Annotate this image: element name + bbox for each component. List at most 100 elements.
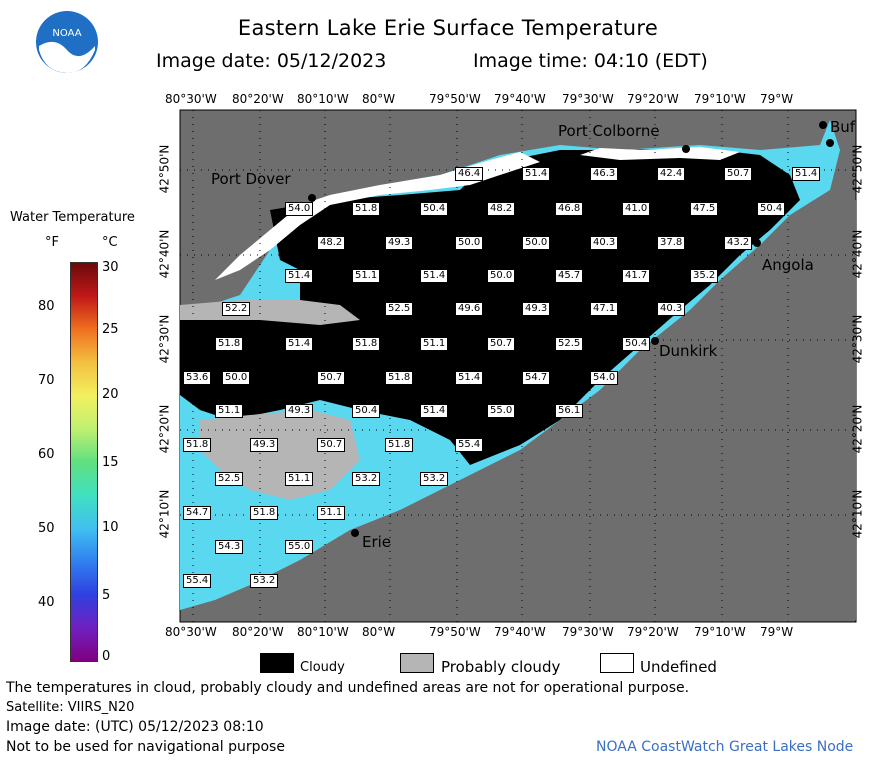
probably-cloudy-label: Probably cloudy: [441, 658, 561, 676]
temp-label: 40.3: [590, 236, 619, 250]
temp-label: 55.4: [183, 574, 212, 588]
legend-c-tick: 20: [102, 387, 119, 402]
image-date: Image date: 05/12/2023: [156, 50, 387, 72]
top-lon-tick: 80°10'W: [297, 92, 349, 106]
city-dots: [308, 121, 834, 537]
temp-label: 50.7: [724, 167, 753, 181]
legend-c-tick: 10: [102, 520, 119, 535]
top-lon-tick: 79°30'W: [562, 92, 614, 106]
temp-label: 51.4: [792, 167, 821, 181]
temp-label: 50.4: [622, 337, 651, 351]
note-navigation: Not to be used for navigational purpose: [6, 739, 285, 755]
bottom-lon-tick: 79°30'W: [562, 625, 614, 639]
place-buffalo: Buf: [830, 118, 856, 136]
lat-tick: 42°30'N: [157, 314, 172, 364]
temp-label: 46.3: [590, 167, 619, 181]
temp-label: 51.1: [352, 269, 381, 283]
top-lon-tick: 80°W: [362, 92, 396, 106]
undefined-area-2: [580, 147, 740, 160]
temp-label: 52.5: [555, 337, 584, 351]
legend-c-tick: 0: [102, 649, 111, 664]
temp-label: 46.4: [455, 167, 484, 181]
lat-tick: 42°30'N: [850, 314, 865, 364]
temp-label: 50.7: [317, 371, 346, 385]
top-lon-tick: 79°40'W: [494, 92, 546, 106]
place-dunkirk: Dunkirk: [659, 342, 718, 360]
temp-label: 51.4: [285, 337, 314, 351]
top-lon-tick: 79°50'W: [429, 92, 481, 106]
temp-label: 52.5: [215, 472, 244, 486]
bottom-lon-tick: 80°10'W: [297, 625, 349, 639]
temp-label: 51.8: [250, 506, 279, 520]
place-port-colborne: Port Colborne: [558, 122, 660, 140]
top-lon-tick: 80°20'W: [232, 92, 284, 106]
temp-label: 51.1: [420, 337, 449, 351]
bottom-lon-tick: 79°10'W: [694, 625, 746, 639]
bottom-lon-tick: 79°20'W: [627, 625, 679, 639]
lat-tick: 42°40'N: [850, 229, 865, 279]
temp-label: 49.6: [455, 302, 484, 316]
lat-tick: 42°50'N: [850, 144, 865, 194]
image-time: Image time: 04:10 (EDT): [473, 50, 708, 72]
bottom-lon-tick: 79°40'W: [494, 625, 546, 639]
temp-label: 37.8: [657, 236, 686, 250]
color-bar: [70, 262, 98, 662]
temp-label: 40.3: [657, 302, 686, 316]
cloudy-label: Cloudy: [300, 660, 345, 675]
temp-label: 49.3: [250, 438, 279, 452]
temp-label: 42.4: [657, 167, 686, 181]
temp-label: 50.4: [420, 202, 449, 216]
undefined-label: Undefined: [640, 658, 717, 676]
temp-label: 51.4: [420, 404, 449, 418]
temp-label: 52.5: [385, 302, 414, 316]
temp-label: 50.0: [522, 236, 551, 250]
probably-cloudy-swatch: [400, 653, 434, 673]
temp-label: 51.1: [215, 404, 244, 418]
temp-label: 54.0: [285, 202, 314, 216]
temp-label: 51.4: [420, 269, 449, 283]
temp-label: 47.1: [590, 302, 619, 316]
temp-label: 51.4: [522, 167, 551, 181]
temp-label: 54.7: [522, 371, 551, 385]
temp-label: 51.8: [385, 438, 414, 452]
legend-f-tick: 80: [38, 299, 55, 314]
temp-label: 49.3: [385, 236, 414, 250]
page-title: Eastern Lake Erie Surface Temperature: [237, 16, 659, 40]
temp-label: 48.2: [487, 202, 516, 216]
temp-label: 53.6: [183, 371, 212, 385]
temp-label: 43.2: [724, 236, 753, 250]
temp-label: 50.4: [352, 404, 381, 418]
temp-label: 55.0: [285, 540, 314, 554]
south-shore: [180, 200, 856, 620]
legend-title: Water Temperature: [10, 210, 135, 225]
lat-tick: 42°10'N: [157, 489, 172, 539]
legend-c-tick: 30: [102, 260, 119, 275]
temp-label: 47.5: [690, 202, 719, 216]
place-angola: Angola: [762, 256, 814, 274]
temp-label: 41.7: [622, 269, 651, 283]
temp-label: 35.2: [690, 269, 719, 283]
temp-label: 56.1: [555, 404, 584, 418]
noaa-logo: NOAA: [35, 10, 99, 74]
undefined-swatch: [600, 653, 634, 673]
temp-label: 41.0: [622, 202, 651, 216]
top-lon-tick: 80°30'W: [165, 92, 217, 106]
temp-label: 51.4: [455, 371, 484, 385]
bottom-lon-tick: 80°30'W: [165, 625, 217, 639]
temp-label: 51.8: [352, 202, 381, 216]
legend-unit-c: °C: [102, 235, 118, 250]
temp-label: 51.8: [183, 438, 212, 452]
temp-label: 50.4: [757, 202, 786, 216]
legend-f-tick: 70: [38, 373, 55, 388]
legend-f-tick: 40: [38, 595, 55, 610]
temp-label: 50.0: [222, 371, 251, 385]
lat-tick: 42°40'N: [157, 229, 172, 279]
temp-label: 49.3: [285, 404, 314, 418]
temp-label: 51.1: [317, 506, 346, 520]
temp-label: 52.2: [222, 302, 251, 316]
note-disclaimer: The temperatures in cloud, probably clou…: [6, 680, 690, 696]
lat-tick: 42°20'N: [157, 404, 172, 454]
note-satellite: Satellite: VIIRS_N20: [6, 700, 135, 715]
temp-label: 53.2: [420, 472, 449, 486]
